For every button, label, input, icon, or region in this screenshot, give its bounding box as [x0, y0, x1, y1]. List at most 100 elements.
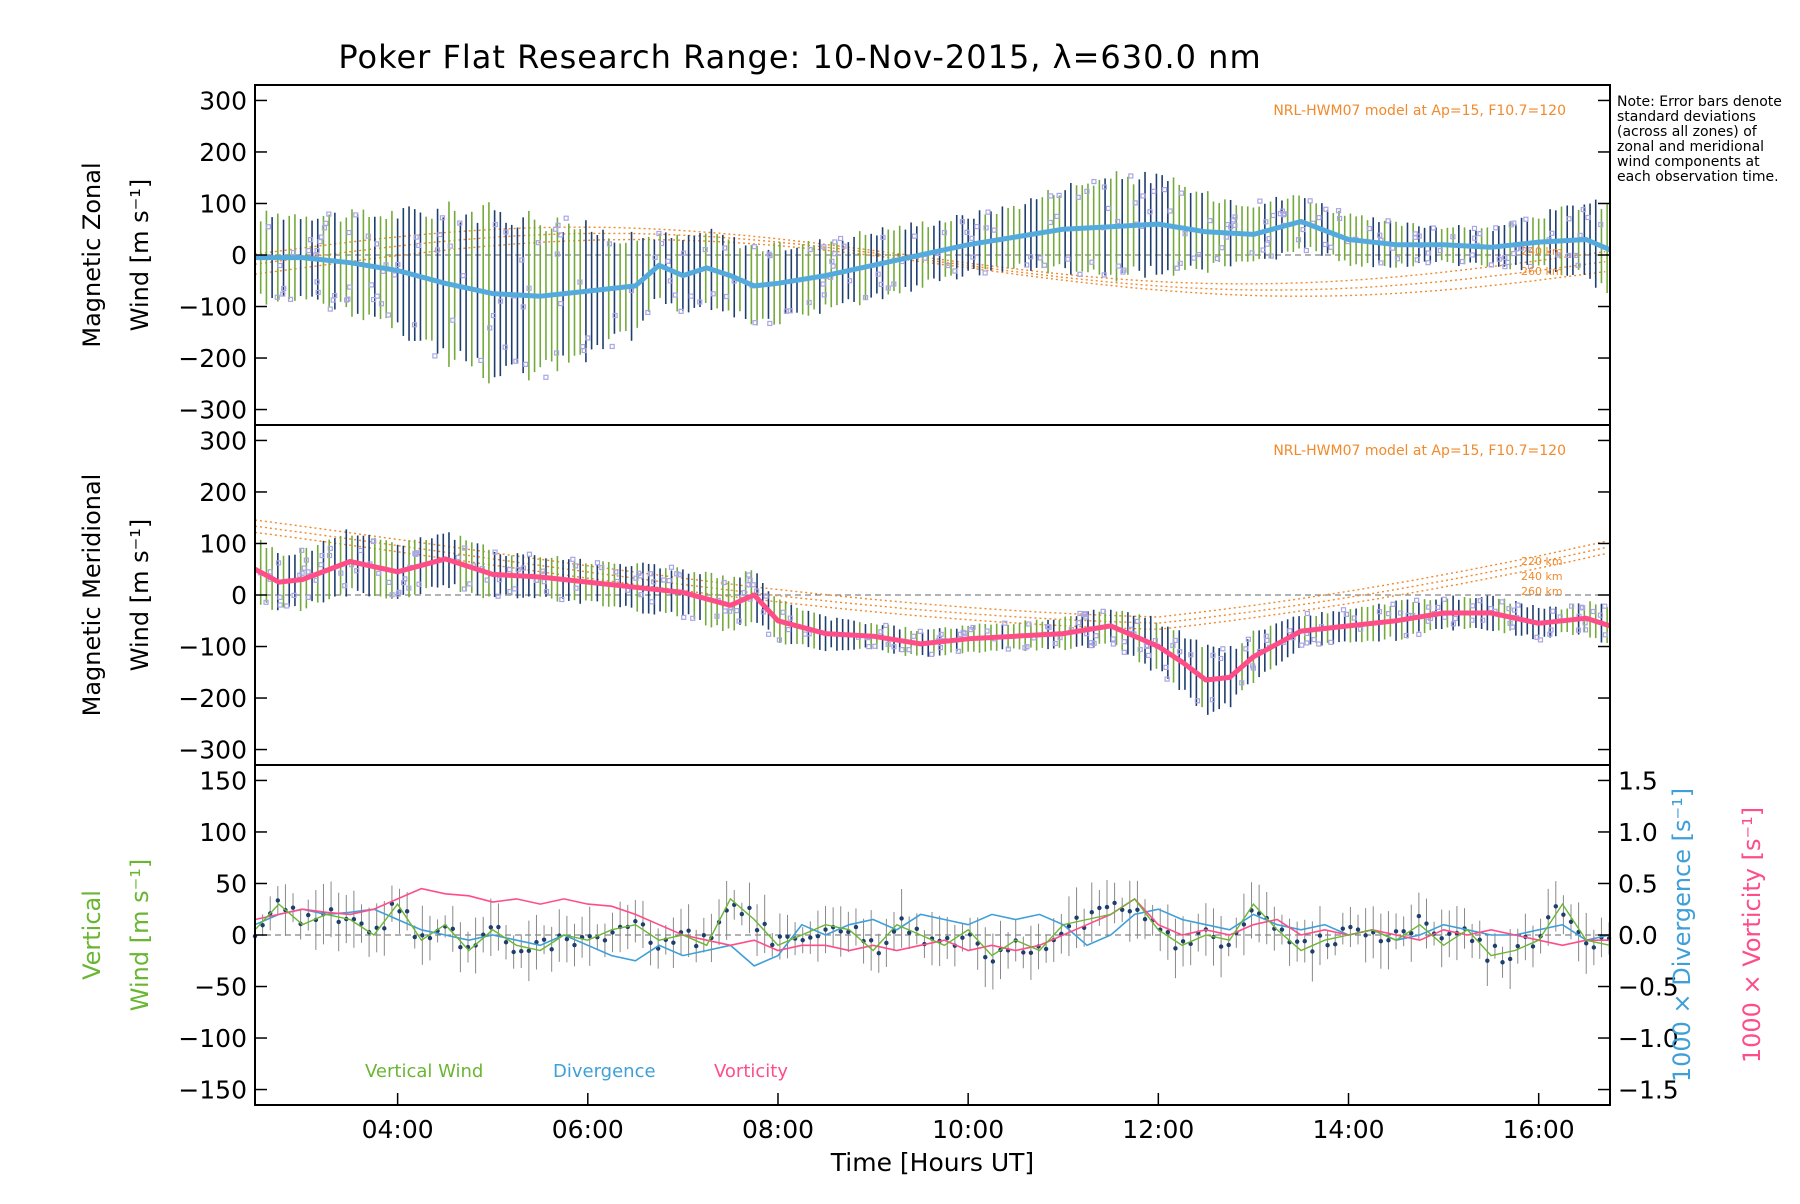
y2-tick-label: 1.0 [1618, 818, 1658, 847]
y-tick-label: −100 [178, 1024, 247, 1053]
vertical-wind-point [1325, 943, 1330, 948]
zone-sample [906, 647, 912, 653]
zone-sample [585, 335, 591, 341]
zone-sample [1280, 212, 1287, 218]
zone-sample [1239, 680, 1245, 686]
zone-sample [785, 626, 792, 633]
vertical-wind-point [1028, 950, 1034, 956]
zone-sample [883, 622, 889, 629]
zone-sample [1452, 615, 1458, 622]
zone-sample [1480, 617, 1486, 623]
vertical-wind-point [884, 940, 889, 946]
model-label: NRL-HWM07 model at Ap=15, F10.7=120 [1273, 443, 1566, 459]
y2-tick-label: −1.0 [1618, 1024, 1679, 1053]
zone-sample [416, 581, 422, 587]
zone-sample [721, 579, 727, 586]
zone-sample [318, 562, 324, 568]
zone-sample [599, 564, 605, 571]
zone-sample [745, 582, 751, 588]
zone-sample [416, 242, 422, 249]
zone-sample [911, 633, 917, 639]
zone-sample [970, 624, 976, 631]
zone-sample [507, 588, 513, 595]
zone-sample [1260, 247, 1266, 253]
zone-sample [1506, 606, 1512, 612]
zone-sample [277, 262, 283, 269]
vertical-wind-point [914, 926, 920, 931]
zone-sample [1469, 252, 1475, 258]
vertical-wind-point [1097, 905, 1102, 911]
zone-sample [513, 358, 519, 364]
zone-sample [960, 629, 966, 635]
vertical-wind-point [800, 937, 805, 943]
vertical-wind-point [853, 924, 859, 930]
x-tick-label: 12:00 [1122, 1115, 1194, 1144]
zone-sample [1264, 637, 1270, 643]
zone-sample [1174, 265, 1180, 271]
zone-sample [878, 281, 884, 288]
zone-sample [515, 567, 521, 573]
panel-1: NRL-HWM07 model at Ap=15, F10.7=120 240 k… [78, 84, 1611, 426]
zone-sample [802, 631, 808, 637]
zone-sample [1430, 225, 1436, 231]
model-curve [254, 531, 1606, 631]
zone-sample [638, 592, 644, 598]
zone-sample [314, 279, 320, 285]
zone-sample [830, 263, 836, 269]
zone-sample [937, 645, 944, 651]
vertical-wind-point [747, 905, 752, 911]
zone-sample [291, 592, 297, 598]
zone-sample [929, 651, 935, 657]
zone-sample [678, 308, 684, 314]
zone-sample [1557, 614, 1563, 620]
zone-sample [554, 251, 560, 257]
zone-sample [688, 293, 694, 299]
zone-sample [1115, 263, 1122, 269]
zone-sample [1245, 636, 1251, 642]
vertical-wind-point [602, 938, 608, 943]
vertical-wind-point [1393, 929, 1399, 934]
zone-sample [633, 575, 639, 581]
zone-sample [1110, 636, 1116, 642]
zone-sample [1512, 607, 1518, 613]
zone-sample [1585, 214, 1591, 221]
zone-sample [492, 221, 498, 228]
zone-sample [1528, 246, 1534, 253]
zone-sample [1459, 258, 1466, 265]
zone-sample [1335, 208, 1342, 214]
zone-sample [413, 550, 420, 556]
vertical-wind-point [420, 933, 425, 938]
vertical-wind-point [1561, 912, 1566, 917]
zone-sample [878, 629, 884, 635]
zone-sample [1602, 632, 1609, 638]
zone-sample [1323, 206, 1329, 212]
zone-sample [1268, 253, 1274, 259]
y-tick-label: −150 [178, 1076, 247, 1105]
vertical-wind-point [990, 959, 996, 964]
zone-sample [432, 353, 438, 359]
zone-sample [875, 271, 881, 277]
zone-sample [1052, 640, 1058, 647]
zone-sample [1177, 649, 1183, 655]
panel-2: NRL-HWM07 model at Ap=15, F10.7=120 220 k… [78, 424, 1611, 766]
zone-sample [821, 244, 827, 250]
vertical-wind-point [891, 929, 897, 934]
zone-sample [1115, 218, 1121, 225]
vertical-wind-point [564, 936, 570, 942]
zone-sample [277, 602, 283, 608]
zone-sample [1307, 198, 1313, 204]
x-tick-label: 14:00 [1312, 1115, 1384, 1144]
zone-sample [1377, 232, 1383, 238]
zone-sample [1442, 614, 1448, 620]
zone-sample [1266, 235, 1272, 242]
zone-sample [736, 618, 742, 624]
zone-sample [1163, 664, 1169, 670]
zone-sample [1134, 618, 1140, 625]
zone-sample [1101, 184, 1108, 190]
zone-sample [1207, 217, 1213, 224]
zone-sample [667, 278, 673, 284]
zone-sample [526, 551, 533, 557]
x-tick-label: 04:00 [362, 1115, 434, 1144]
zone-sample [1028, 254, 1034, 260]
zone-sample [722, 608, 728, 614]
